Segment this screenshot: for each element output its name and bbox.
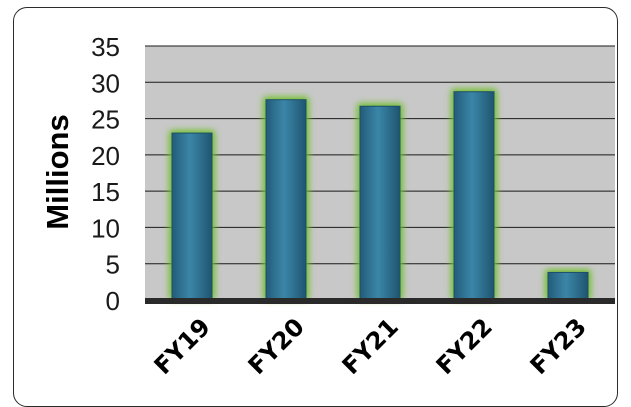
x-tick-labels: FY19 FY20 FY21 FY22 FY23 (149, 313, 592, 380)
y-axis-label: Millions (40, 114, 75, 229)
y-tick-label: 30 (91, 68, 120, 98)
y-tick-label: 5 (106, 250, 120, 280)
bars (169, 88, 591, 301)
x-tick-label: FY19 (149, 313, 216, 380)
x-tick-label: FY20 (243, 313, 310, 380)
y-tick-labels: 0 5 10 15 20 25 30 35 (91, 32, 120, 316)
bar-fy23 (547, 271, 589, 301)
bar-fy21 (359, 105, 401, 301)
x-tick-label: FY22 (431, 313, 498, 380)
x-tick-label: FY23 (525, 313, 592, 380)
bar-fy20 (265, 99, 307, 301)
x-axis-floor (145, 298, 615, 304)
y-tick-label: 0 (106, 286, 120, 316)
bar-fy22 (453, 91, 495, 301)
bar-chart: 0 5 10 15 20 25 30 35 FY19 FY20 FY21 FY22 FY23 Mill… (40, 32, 615, 380)
y-tick-label: 25 (91, 105, 120, 135)
bar-fy19 (171, 132, 213, 301)
y-tick-label: 10 (91, 213, 120, 243)
y-tick-label: 35 (91, 32, 120, 62)
x-tick-label: FY21 (337, 313, 404, 380)
y-tick-label: 20 (91, 141, 120, 171)
y-tick-label: 15 (91, 177, 120, 207)
